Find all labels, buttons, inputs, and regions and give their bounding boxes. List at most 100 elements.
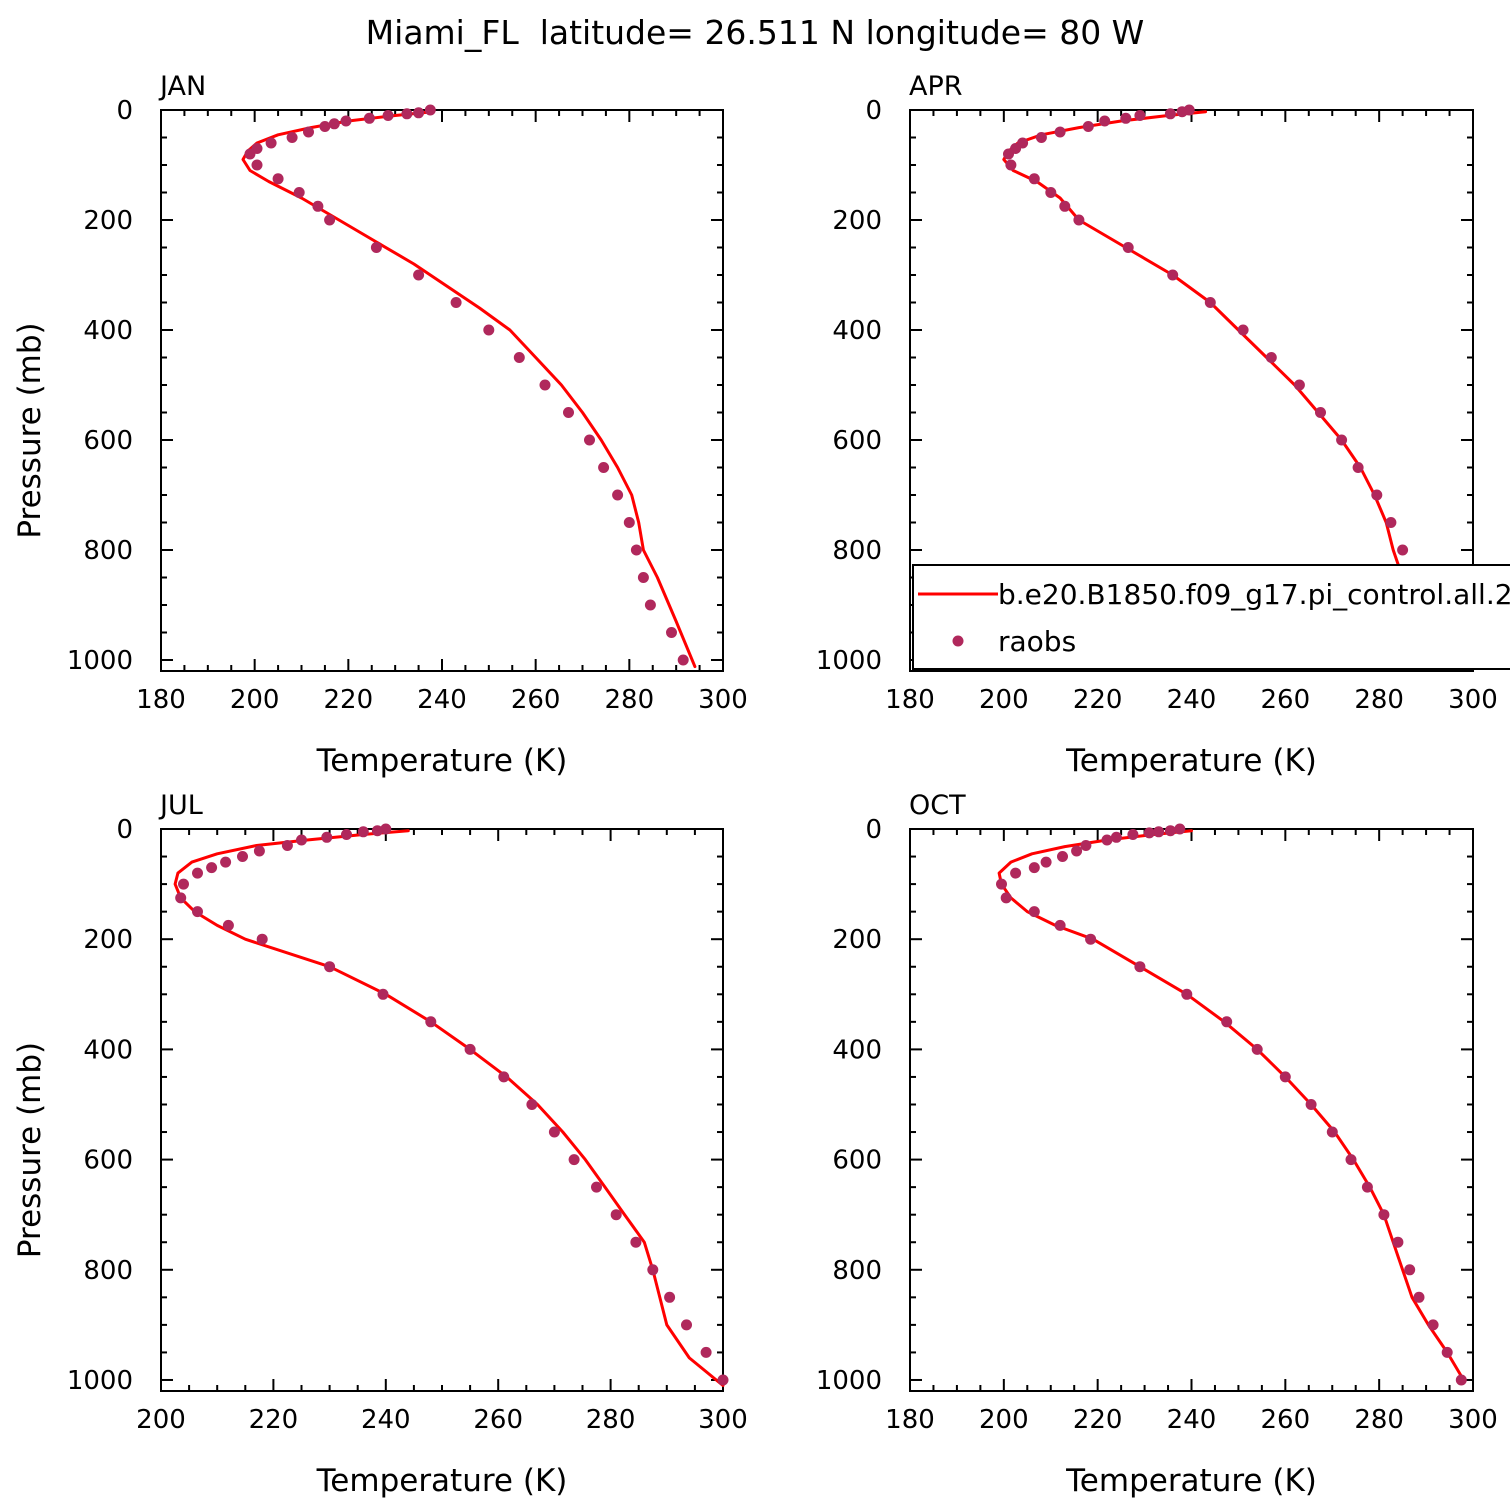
raobs-point [256,933,268,945]
raobs-point [1251,1043,1263,1055]
raobs-point [1174,823,1186,835]
x-tick-label: 220 [1073,685,1123,715]
panel-apr: 180 200 220 240 260 280 300 0 200 400 600 800 1000 AP… [816,71,1498,779]
raobs-point [1057,851,1068,862]
raobs-point [192,867,203,879]
raobs-point [265,137,277,149]
x-tick-label: 200 [979,685,1029,715]
legend: b.e20.B1850.f09_g17.pi_control.all.297 r… [912,564,1510,670]
legend-box [912,564,1510,670]
raobs-point [700,1346,712,1358]
raobs-point [370,242,382,253]
raobs-point [244,148,256,160]
x-tick-label: 300 [1448,685,1498,715]
raobs-point [1413,1291,1425,1303]
y-tick-label: 800 [832,536,882,566]
raobs-point [584,434,595,446]
panel-title: APR [909,71,963,102]
raobs-point [548,1126,560,1138]
x-axis-title: Temperature (K) [1065,743,1317,779]
raobs-point [1279,1071,1291,1083]
raobs-point [1204,297,1216,308]
raobs-point [222,919,234,931]
raobs-point [1305,1099,1317,1110]
raobs-point [1315,407,1326,418]
y-tick-label: 400 [83,1035,133,1065]
y-tick-label: 800 [83,536,133,566]
series-line-model [241,110,697,669]
x-tick-label: 220 [324,685,374,715]
x-tick-label: 200 [230,685,280,715]
raobs-point [1099,115,1111,127]
raobs-point [1237,324,1249,336]
raobs-point [513,352,525,363]
x-tick-label: 300 [1448,1405,1498,1435]
raobs-point [591,1181,602,1193]
raobs-point [321,831,333,843]
raobs-point [647,1264,659,1276]
raobs-point [666,627,677,638]
x-tick-label: 260 [511,685,561,715]
x-tick-label: 280 [1354,685,1404,715]
y-tick-label: 600 [832,426,882,456]
raobs-point [1101,834,1113,846]
raobs-point [281,840,293,851]
y-tick-label: 800 [83,1256,133,1286]
x-tick-label: 240 [417,685,467,715]
y-tick-label: 0 [865,815,882,845]
x-tick-label: 280 [605,685,655,715]
y-tick-label: 200 [83,925,133,955]
raobs-point [637,572,649,583]
x-tick-label: 300 [698,1405,748,1435]
raobs-point [1221,1016,1233,1028]
raobs-point [312,200,324,212]
raobs-point [1265,352,1277,363]
y-tick-label: 200 [832,206,882,236]
raobs-point [1427,1319,1439,1331]
raobs-point [598,462,610,473]
y-tick-label: 200 [83,206,133,236]
raobs-point [1054,126,1066,138]
x-tick-label: 260 [473,1405,523,1435]
raobs-point [1045,187,1057,198]
raobs-point [1003,148,1014,160]
x-axis-title: Temperature (K) [316,1463,568,1499]
raobs-point [568,1154,580,1166]
y-tick-label: 800 [832,1256,882,1286]
raobs-point [272,173,284,185]
raobs-point [539,379,551,391]
panel-oct: 180 200 220 240 260 280 300 0 200 400 600 800 1000 OC… [816,790,1498,1499]
raobs-point [1127,829,1139,840]
y-tick-label: 0 [865,96,882,126]
x-tick-label: 240 [361,1405,411,1435]
panel-title: JUL [158,790,203,821]
raobs-point [664,1291,676,1303]
raobs-point [1371,489,1383,501]
raobs-point [498,1071,510,1083]
raobs-point [717,1374,729,1386]
raobs-point [1028,906,1040,918]
raobs-point [178,878,189,890]
raobs-point [563,407,574,418]
x-axis-title: Temperature (K) [316,743,568,779]
raobs-point [1054,919,1066,931]
raobs-point [1326,1126,1338,1138]
raobs-point [677,654,689,666]
raobs-point [526,1099,538,1110]
raobs-point [450,297,462,308]
raobs-point [206,862,218,874]
raobs-point [293,187,305,198]
x-tick-label: 220 [1073,1405,1123,1435]
raobs-point [1336,434,1348,446]
raobs-point [175,892,187,904]
plot-frame [909,828,1474,1392]
y-tick-label: 1000 [816,1366,882,1396]
raobs-point [341,829,352,840]
raobs-point [1005,159,1017,171]
raobs-point [253,845,265,857]
legend-marker-swatch [952,635,964,647]
raobs-point [1441,1346,1453,1358]
x-tick-label: 260 [1261,685,1311,715]
panel-title: JAN [158,71,206,102]
